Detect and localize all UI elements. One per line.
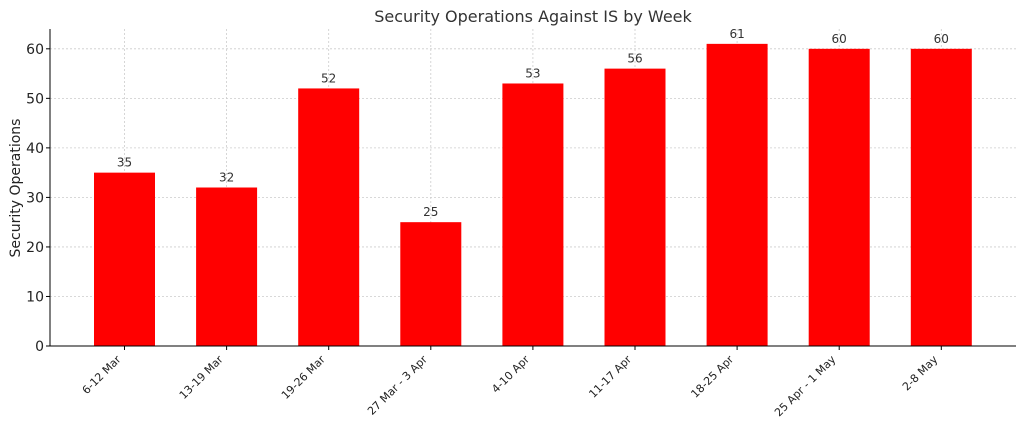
y-tick-label: 40 <box>26 141 44 157</box>
x-tick-label: 11-17 Apr <box>586 353 634 401</box>
x-tick-label: 2-8 May <box>900 353 941 394</box>
x-tick-label: 6-12 Mar <box>80 353 124 397</box>
y-tick-label: 10 <box>26 289 44 305</box>
bar <box>604 68 666 346</box>
y-axis-label: Security Operations <box>8 119 24 258</box>
x-ticks-layer: 6-12 Mar 13-19 Mar 19-26 Mar 27 Mar - 3 Apr… <box>80 346 942 419</box>
y-ticks-layer: 0 10 20 30 40 50 60 <box>26 42 50 355</box>
y-tick-label: 60 <box>26 42 44 58</box>
bar <box>808 48 870 346</box>
bar <box>298 88 360 346</box>
bar <box>910 48 972 346</box>
data-label: 25 <box>423 205 438 219</box>
y-tick-label: 30 <box>26 190 44 206</box>
x-tick-label: 27 Mar - 3 Apr <box>365 353 430 418</box>
data-label: 61 <box>729 27 744 41</box>
data-label: 52 <box>321 71 336 85</box>
data-label: 35 <box>117 156 132 170</box>
data-label: 60 <box>934 32 949 46</box>
chart-title: Security Operations Against IS by Week <box>374 7 692 26</box>
data-label: 32 <box>219 171 234 185</box>
bars-layer <box>94 43 972 346</box>
y-tick-label: 20 <box>26 240 44 256</box>
x-tick-label: 19-26 Mar <box>279 353 328 402</box>
data-label: 53 <box>525 66 540 80</box>
x-tick-label: 4-10 Apr <box>489 353 532 396</box>
data-labels-layer: 35 32 52 25 53 56 61 60 60 <box>117 27 949 219</box>
bar <box>502 83 564 346</box>
bar <box>94 172 155 346</box>
bar <box>400 222 462 346</box>
x-tick-label: 18-25 Apr <box>688 353 736 401</box>
y-tick-label: 0 <box>35 339 44 355</box>
data-label: 56 <box>627 52 642 66</box>
data-label: 60 <box>832 32 847 46</box>
x-tick-label: 13-19 Mar <box>177 353 226 402</box>
bar <box>196 187 258 346</box>
y-tick-label: 50 <box>26 91 44 107</box>
bar <box>706 43 768 346</box>
x-tick-label: 25 Apr - 1 May <box>772 353 839 420</box>
